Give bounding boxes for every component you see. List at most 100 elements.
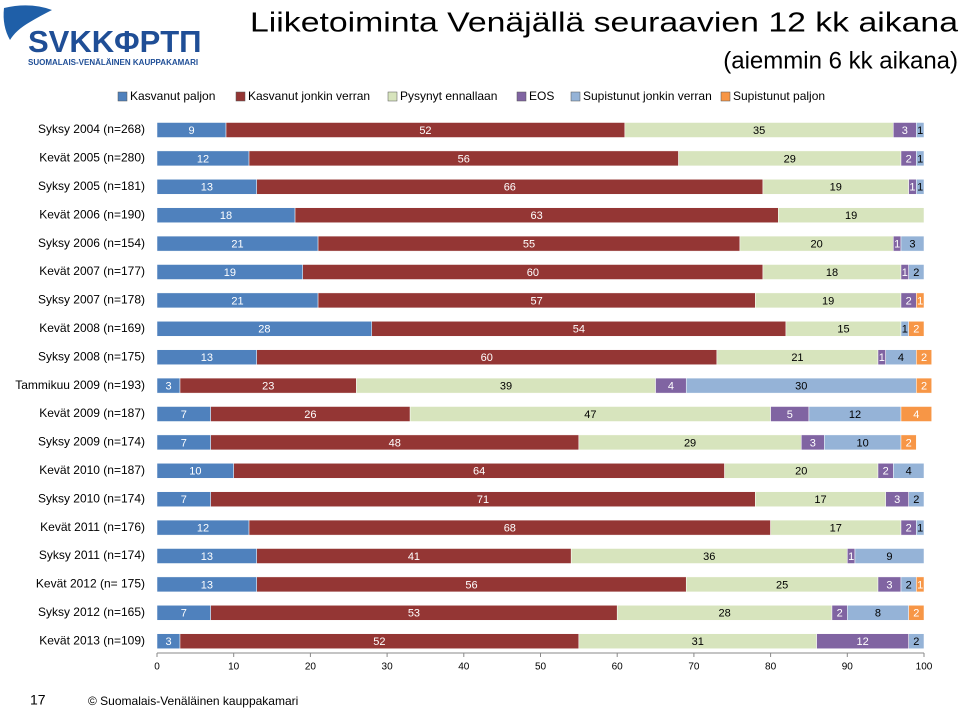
data-label: 2 [913,267,919,279]
y-tick-label: Kevät 2011 (n=176) [40,520,145,534]
data-label: 12 [857,636,869,648]
bar-segment [908,491,925,507]
x-tick-label: 80 [765,662,777,673]
data-label: 60 [481,352,493,364]
y-tick-label: Syksy 2011 (n=174) [39,548,145,562]
y-tick-label: Syksy 2005 (n=181) [38,179,145,193]
data-label: 9 [886,551,892,563]
legend-swatch [387,91,398,102]
y-tick-label: Kevät 2012 (n= 175) [36,577,145,591]
data-label: 1 [909,182,915,194]
data-label: 55 [523,239,535,251]
data-label: 21 [791,352,803,364]
data-label: 12 [849,409,861,421]
data-label: 60 [527,267,539,279]
data-label: 41 [408,551,420,563]
x-tick-label: 50 [535,662,547,673]
data-label: 29 [684,437,696,449]
y-tick-label: Kevät 2005 (n=280) [39,151,145,165]
data-label: 5 [787,409,793,421]
y-tick-label: Syksy 2009 (n=174) [38,435,145,449]
data-label: 31 [692,636,704,648]
legend-label: Supistunut paljon [733,89,825,103]
chart-subtitle: (aiemmin 6 kk aikana) [723,47,958,74]
data-label: 1 [917,153,923,165]
x-tick-label: 60 [612,662,624,673]
data-label: 52 [373,636,385,648]
bar-segment [900,434,917,451]
x-tick-label: 30 [382,662,394,673]
data-label: 3 [165,381,171,393]
bar-segment [916,377,932,394]
data-label: 10 [189,466,201,478]
legend-label: Pysynyt ennallaan [400,89,497,103]
data-label: 1 [917,295,923,307]
bar-segment [900,406,932,422]
data-label: 1 [917,182,923,194]
data-label: 29 [784,153,796,165]
bar-segment [908,321,925,337]
data-label: 1 [902,267,908,279]
data-label: 19 [224,267,236,279]
data-label: 66 [504,182,516,194]
legend-label: EOS [529,89,554,103]
y-tick-label: Kevät 2009 (n=187) [39,406,145,420]
logo-name: SVKKΦPTΠ [28,24,202,59]
data-label: 15 [837,324,849,336]
data-label: 7 [181,409,187,421]
bar-segment [916,122,925,138]
data-label: 13 [201,579,213,591]
data-label: 13 [201,182,213,194]
data-label: 2 [913,608,919,620]
data-label: 52 [419,125,431,137]
bar-segment [916,150,925,167]
bar-segment [916,519,925,536]
data-label: 68 [504,523,516,535]
data-label: 3 [894,494,900,506]
chart-title: Liiketoiminta Venäjällä seuraavien 12 kk… [250,6,959,37]
x-tick-label: 90 [842,662,854,673]
data-label: 35 [753,125,765,137]
data-label: 13 [201,551,213,563]
x-tick-label: 20 [305,662,317,673]
y-tick-label: Syksy 2012 (n=165) [38,605,145,619]
data-label: 2 [906,579,912,591]
data-label: 18 [826,267,838,279]
data-label: 7 [181,437,187,449]
data-label: 64 [473,466,485,478]
x-tick-label: 100 [916,662,933,673]
data-label: 8 [875,608,881,620]
y-tick-label: Syksy 2006 (n=154) [38,236,145,250]
data-label: 56 [458,153,470,165]
data-label: 2 [906,153,912,165]
data-label: 3 [902,125,908,137]
data-label: 3 [909,239,915,251]
logo-tagline: SUOMALAIS-VENÄLÄINEN KAUPPAKAMARI [28,58,198,67]
data-label: 1 [917,125,923,137]
bar-segment [916,576,925,593]
data-label: 2 [921,352,927,364]
data-label: 2 [906,523,912,535]
legend-label: Supistunut jonkin verran [583,89,712,103]
data-label: 3 [886,579,892,591]
data-label: 12 [197,523,209,535]
data-label: 3 [165,636,171,648]
bar-segment [916,292,925,309]
data-label: 12 [197,153,209,165]
data-label: 4 [668,381,674,393]
data-label: 1 [902,324,908,336]
data-label: 48 [389,437,401,449]
data-label: 18 [220,210,232,222]
data-label: 47 [584,409,596,421]
bar-segment [778,207,925,223]
y-tick-label: Kevät 2013 (n=109) [39,633,145,647]
data-label: 25 [776,579,788,591]
data-label: 7 [181,494,187,506]
y-tick-label: Syksy 2008 (n=175) [38,349,145,363]
bar-segment [916,349,932,365]
data-label: 9 [188,125,194,137]
data-label: 54 [573,324,585,336]
y-tick-label: Tammikuu 2009 (n=193) [15,378,145,392]
